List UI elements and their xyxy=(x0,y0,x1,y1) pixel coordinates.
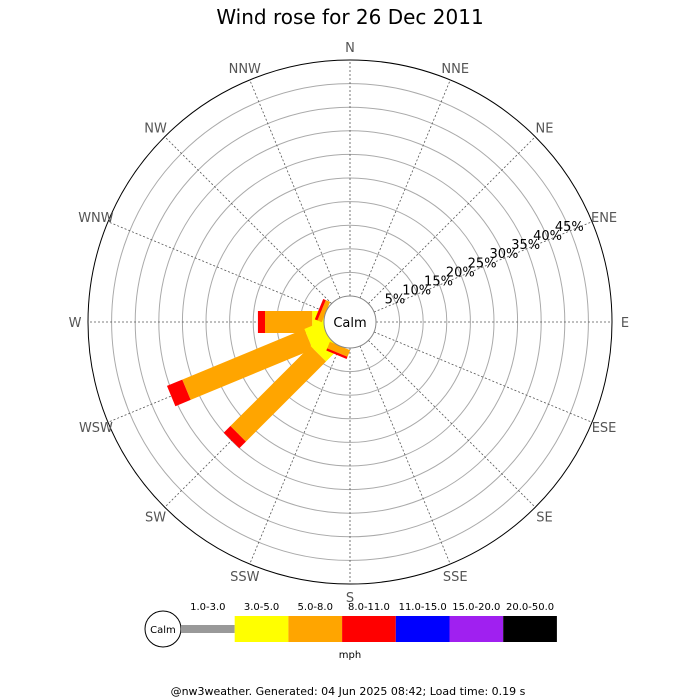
legend-swatch-11.0-15.0 xyxy=(395,616,450,642)
dir-label-nw: NW xyxy=(144,122,167,137)
footer-text: @nw3weather. Generated: 04 Jun 2025 08:4… xyxy=(171,685,526,698)
dir-label-se: SE xyxy=(536,510,552,525)
legend-label-20.0-50.0: 20.0-50.0 xyxy=(506,602,554,613)
percent-label: 40% xyxy=(533,229,562,244)
bar-sw-5.0-8.0 xyxy=(230,345,327,442)
dir-label-sse: SSE xyxy=(443,570,468,585)
grid-ring xyxy=(87,59,613,585)
dir-label-ene: ENE xyxy=(591,211,617,226)
spoke-ne xyxy=(368,136,536,304)
spoke-sse xyxy=(359,345,451,565)
wind-bars xyxy=(166,298,351,449)
dir-label-e: E xyxy=(621,316,629,331)
dir-label-s: S xyxy=(346,591,354,606)
spoke-ene xyxy=(373,221,593,313)
calm-label: Calm xyxy=(333,316,366,331)
dir-label-nnw: NNW xyxy=(229,62,261,77)
dir-label-nne: NNE xyxy=(441,62,469,77)
bar-wnw-8.0-11.0 xyxy=(314,298,326,321)
dir-label-wnw: WNW xyxy=(78,211,114,226)
bar-wsw-5.0-8.0 xyxy=(182,329,313,400)
legend-calm-label: Calm xyxy=(150,625,176,636)
spoke-ese xyxy=(373,331,593,423)
calm-center: Calm xyxy=(323,295,377,349)
bar-ssw-8.0-11.0 xyxy=(326,348,348,359)
legend-swatch-8.0-11.0 xyxy=(342,616,396,642)
bar-wsw-8.0-11.0 xyxy=(166,379,191,407)
bar-w-8.0-11.0 xyxy=(257,311,265,333)
speed-legend: Calm 1.0-3.0 3.0-5.0 5.0-8.0 8.0-11.0 11.0-1… xyxy=(144,602,557,648)
legend-unit: mph xyxy=(339,650,361,661)
grid-ring xyxy=(229,201,471,443)
bar-sw-3.0-5.0 xyxy=(310,332,340,362)
legend-label-3.0-5.0: 3.0-5.0 xyxy=(244,602,279,613)
spoke-se xyxy=(368,340,536,508)
percent-label: 25% xyxy=(468,256,497,271)
chart-title: Wind rose for 26 Dec 2011 xyxy=(216,5,483,29)
spoke-ssw xyxy=(249,345,341,565)
legend-label-11.0-15.0: 11.0-15.0 xyxy=(399,602,447,613)
legend-label-5.0-8.0: 5.0-8.0 xyxy=(298,602,333,613)
dir-label-ne: NE xyxy=(535,122,553,137)
dir-label-ssw: SSW xyxy=(230,570,260,585)
legend-label-8.0-11.0: 8.0-11.0 xyxy=(348,602,390,613)
legend-swatch-15.0-20.0 xyxy=(449,616,504,642)
bar-ssw-5.0-8.0 xyxy=(327,341,351,357)
legend-swatch-3.0-5.0 xyxy=(234,616,289,642)
spoke-nw xyxy=(164,136,332,304)
legend-swatch-1.0-3.0 xyxy=(181,625,235,633)
legend-label-1.0-3.0: 1.0-3.0 xyxy=(190,602,225,613)
bar-w-5.0-8.0 xyxy=(265,311,313,333)
percent-label: 15% xyxy=(424,274,453,289)
dir-label-sw: SW xyxy=(145,510,166,525)
percent-label: 5% xyxy=(385,292,406,307)
legend-swatch-20.0-50.0 xyxy=(503,616,557,642)
legend-label-15.0-20.0: 15.0-20.0 xyxy=(452,602,500,613)
legend-swatch-5.0-8.0 xyxy=(288,616,343,642)
dir-label-w: W xyxy=(69,316,82,331)
percent-label: 45% xyxy=(555,220,584,235)
bar-wnw-5.0-8.0 xyxy=(317,300,331,323)
bar-sw-8.0-11.0 xyxy=(223,426,246,449)
percent-label: 30% xyxy=(489,247,518,262)
grid-ring xyxy=(252,224,448,420)
percent-label: 20% xyxy=(446,265,475,280)
dir-label-ese: ESE xyxy=(592,421,617,436)
spoke-nne xyxy=(359,79,451,299)
dir-label-wsw: WSW xyxy=(79,421,113,436)
spoke-wnw xyxy=(107,221,327,313)
direction-labels: N NNE NE ENE E ESE SE SSE S SSW SW WSW W WNW NW NNW xyxy=(69,41,630,606)
percent-label: 35% xyxy=(511,238,540,253)
percent-label: 10% xyxy=(402,283,431,298)
percent-labels: 5%10%15%20%25%30%35%40%45% xyxy=(385,220,584,307)
dir-label-n: N xyxy=(345,41,355,56)
spoke-nnw xyxy=(249,79,341,299)
